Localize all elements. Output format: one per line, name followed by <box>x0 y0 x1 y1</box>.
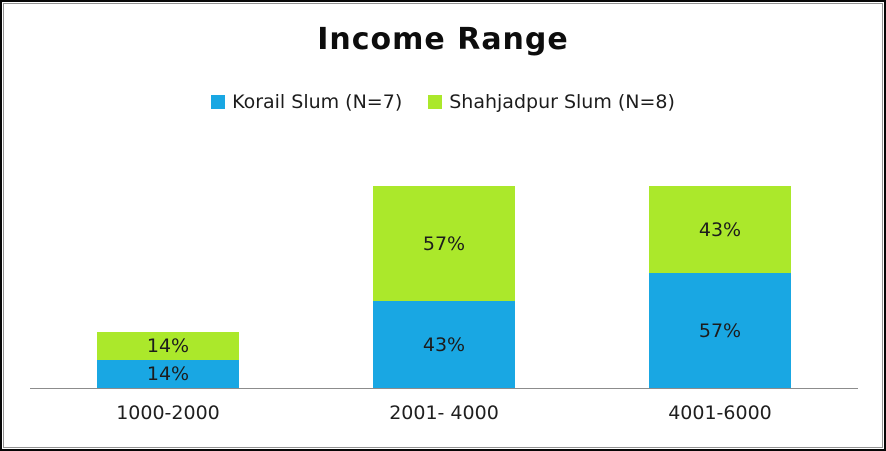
bar-value-label: 43% <box>422 333 466 356</box>
x-axis-label: 4001-6000 <box>668 402 772 424</box>
bar-value-label: 14% <box>146 363 190 385</box>
bar-segment: 43% <box>373 301 515 388</box>
chart-inner-frame: Income Range Korail Slum (N=7) Shahjadpur… <box>3 3 883 448</box>
bar-value-label: 57% <box>422 232 466 255</box>
bar-value-label: 14% <box>146 335 190 357</box>
legend-swatch <box>211 95 226 109</box>
legend-label: Korail Slum (N=7) <box>232 91 403 113</box>
bar-segment: 57% <box>373 186 515 301</box>
bar-segment: 14% <box>97 332 239 360</box>
bar-value-label: 57% <box>698 319 742 342</box>
x-axis-label: 2001- 4000 <box>389 402 499 424</box>
bar: 57% 43% <box>649 186 791 388</box>
legend-item: Korail Slum (N=7) <box>211 91 402 113</box>
bar-segment: 43% <box>649 186 791 273</box>
bar: 43% 57% <box>373 186 515 388</box>
x-axis-label: 1000-2000 <box>116 402 220 424</box>
legend-swatch <box>428 95 443 109</box>
plot-area: 14% 14% 43% 57% 57% 43% <box>30 4 858 389</box>
chart-title: Income Range <box>317 22 569 57</box>
legend-item: Shahjadpur Slum (N=8) <box>428 91 675 113</box>
bar-segment: 57% <box>649 273 791 388</box>
bar-value-label: 43% <box>698 218 742 241</box>
bar-segment: 14% <box>97 360 239 388</box>
bar: 14% 14% <box>97 332 239 388</box>
legend-label: Shahjadpur Slum (N=8) <box>449 91 675 113</box>
legend: Korail Slum (N=7) Shahjadpur Slum (N=8) <box>4 91 882 113</box>
